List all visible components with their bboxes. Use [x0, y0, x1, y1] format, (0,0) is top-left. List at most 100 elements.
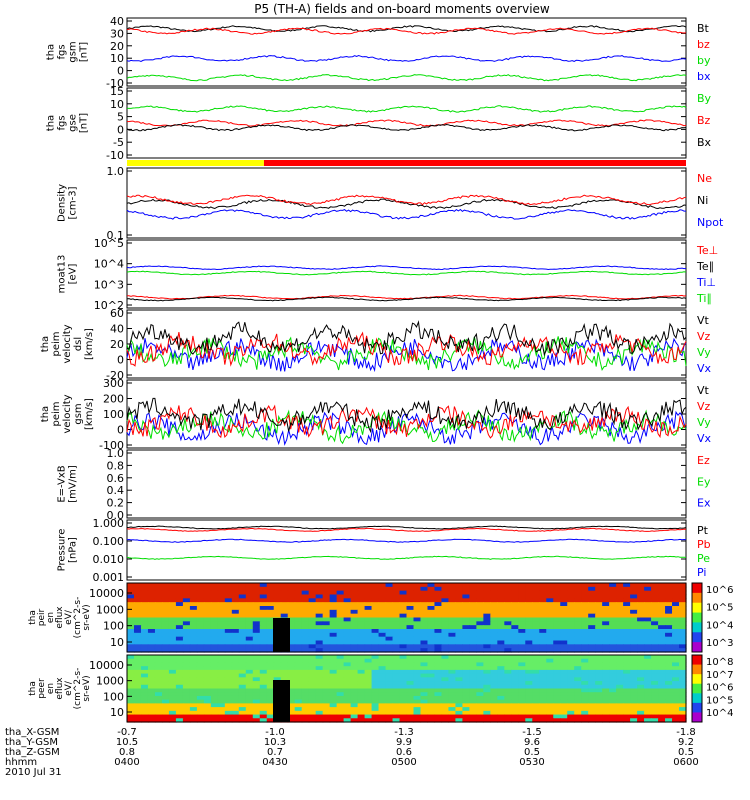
spectrogram-cell	[280, 609, 289, 615]
spectrogram-cell	[525, 692, 533, 697]
spectrogram-cell	[406, 703, 415, 708]
spectrogram-cell	[406, 629, 415, 634]
spectrogram-cell	[147, 617, 156, 622]
spectrogram-cell	[147, 699, 156, 704]
spectrogram-cell	[553, 692, 561, 697]
spectrogram-cell	[364, 677, 373, 682]
spectrogram-cell	[413, 629, 422, 634]
spectrogram-cell	[630, 632, 638, 638]
spectrogram-cell	[238, 684, 247, 690]
spectrogram-cell	[127, 625, 135, 630]
spectrogram-cell	[406, 613, 415, 619]
spectrogram-cell	[679, 699, 687, 704]
spectrogram-cell	[420, 692, 429, 697]
spectrogram-cell	[413, 590, 422, 596]
spectrogram-cell	[231, 629, 240, 634]
spectrogram-cell	[252, 629, 261, 634]
spectrogram-cell	[378, 714, 387, 719]
spectrogram-cell	[189, 644, 198, 649]
spectrogram-cell	[224, 677, 233, 682]
spectrogram-cell	[441, 606, 450, 611]
spectrogram-cell	[441, 707, 450, 712]
spectrogram-cell	[609, 688, 617, 693]
spectrogram-cell	[245, 609, 254, 615]
spectrogram-cell	[441, 692, 450, 697]
spectrogram-cell	[525, 644, 533, 649]
spectrogram-cell	[546, 586, 554, 592]
spectrogram-cell	[217, 583, 226, 588]
spectrogram-cell	[231, 658, 240, 664]
spectrogram-cell	[504, 609, 512, 615]
spectrogram-cell	[434, 632, 443, 638]
spectrogram-cell	[378, 662, 387, 667]
x-tick-label: -1.0	[265, 727, 285, 738]
spectrogram-cell	[658, 714, 666, 719]
spectrogram-cell	[441, 710, 450, 716]
series-trace-Pe	[126, 555, 687, 560]
spectrogram-cell	[644, 586, 652, 592]
spectrogram-cell	[588, 699, 596, 704]
spectrogram-cell	[161, 594, 170, 599]
spectrogram-cell	[294, 613, 303, 619]
spectrogram-cell	[406, 684, 415, 690]
spectrogram-cell	[357, 625, 366, 630]
spectrogram-cell	[259, 594, 268, 599]
spectrogram-cell	[364, 640, 373, 645]
legend-entry: Te⊥	[696, 244, 718, 257]
spectrogram-cell	[672, 613, 680, 619]
spectrogram-cell	[462, 666, 470, 671]
spectrogram-cell	[329, 583, 338, 588]
spectrogram-cell	[315, 625, 324, 630]
spectrogram-cell	[637, 594, 645, 599]
spectrogram-cell	[651, 703, 659, 708]
series-trace-Vx	[126, 410, 687, 446]
spectrogram-cell	[581, 606, 589, 611]
spectrogram-cell	[252, 669, 261, 675]
spectrogram-cell	[560, 655, 568, 660]
spectrogram-cell	[602, 617, 610, 622]
spectrogram-cell	[567, 602, 575, 607]
spectrogram-cell	[154, 673, 163, 678]
spectrogram-cell	[679, 684, 687, 690]
spectrogram-cell	[637, 583, 645, 588]
y-axis-label: eflux	[55, 677, 65, 700]
spectrogram-cell	[175, 586, 184, 592]
spectrogram-cell	[420, 594, 429, 599]
spectrogram-cell	[203, 714, 212, 719]
spectrogram-cell	[658, 617, 666, 622]
spectrogram-cell	[357, 609, 366, 615]
spectrogram-cell	[175, 658, 184, 664]
spectrogram-cell	[406, 677, 415, 682]
y-tick-label: 10	[110, 636, 124, 649]
spectrogram-cell	[350, 609, 359, 615]
spectrogram-cell	[364, 673, 373, 678]
spectrogram-cell	[609, 598, 617, 603]
y-axis-label: velocity	[62, 324, 73, 363]
spectrogram-cell	[448, 625, 457, 630]
y-tick-label: 30	[110, 27, 124, 40]
spectrogram-cell	[364, 692, 373, 697]
spectrogram-cell	[280, 666, 289, 671]
spectrogram-cell	[385, 681, 394, 686]
spectrogram-cell	[630, 644, 638, 649]
spectrogram-cell	[665, 677, 673, 682]
spectrogram-cell	[189, 677, 198, 682]
spectrogram-cell	[511, 590, 519, 596]
spectrogram-cell	[273, 594, 282, 599]
spectrogram-cell	[266, 617, 275, 622]
spectrogram-cell	[525, 617, 533, 622]
spectrogram-cell	[294, 598, 303, 603]
spectrogram-cell	[357, 662, 366, 667]
spectrogram-cell	[679, 718, 687, 723]
spectrogram-cell	[609, 710, 617, 716]
spectrogram-cell	[259, 718, 268, 723]
spectrogram-cell	[378, 632, 387, 638]
spectrogram-cell	[350, 594, 359, 599]
spectrogram-cell	[245, 640, 254, 645]
spectrogram-cell	[672, 658, 680, 664]
spectrogram-cell	[154, 644, 163, 649]
spectrogram-cell	[532, 681, 540, 686]
spectrogram-cell	[273, 606, 282, 611]
spectrogram-cell	[553, 658, 561, 664]
spectrogram-cell	[224, 606, 233, 611]
